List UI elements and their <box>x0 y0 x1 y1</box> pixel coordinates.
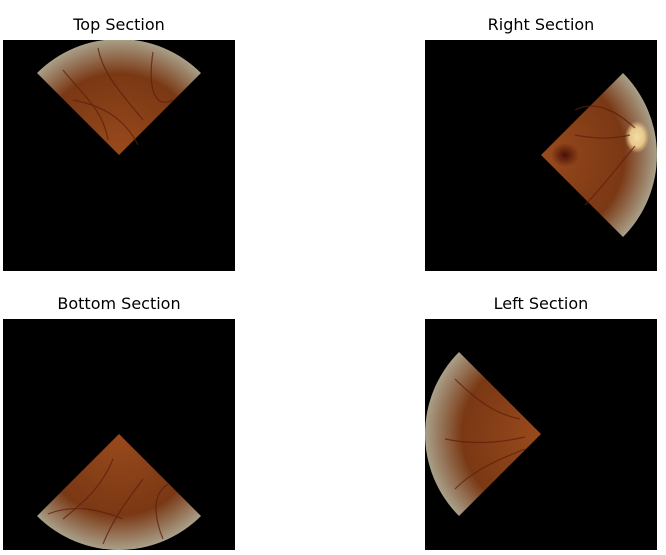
panel-title-left: Left Section <box>493 294 589 313</box>
panel-title-right: Right Section <box>487 15 595 34</box>
fundus-image-left <box>425 319 657 550</box>
panel-title-top: Top Section <box>73 15 165 34</box>
fundus-image-top <box>3 40 235 271</box>
fundus-wedge-bottom <box>37 434 201 550</box>
fundus-wedge-left <box>425 352 541 516</box>
fundus-wedge-top <box>37 40 201 155</box>
fundus-wedge-right <box>541 73 657 237</box>
fundus-image-right <box>425 40 657 271</box>
fundus-image-bottom <box>3 319 235 550</box>
panel-title-bottom: Bottom Section <box>57 294 181 313</box>
